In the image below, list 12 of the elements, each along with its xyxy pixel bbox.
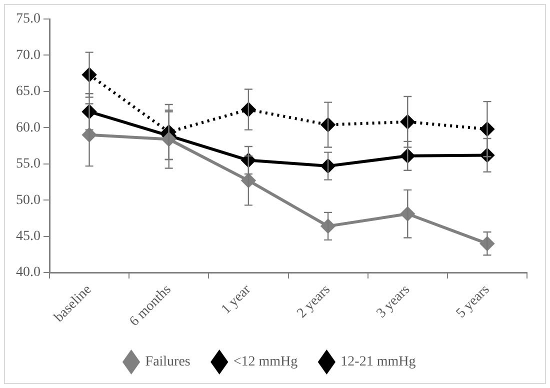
legend-label: Failures xyxy=(145,354,190,370)
x-tick-label: 1 year xyxy=(218,282,254,318)
y-tick-label: 70.0 xyxy=(16,48,40,63)
y-tick-label: 40.0 xyxy=(16,265,40,280)
y-tick-label: 50.0 xyxy=(16,192,40,208)
y-tick-label: 55.0 xyxy=(16,156,40,172)
legend-label: <12 mmHg xyxy=(233,354,298,370)
y-tick-label: 65.0 xyxy=(16,84,40,100)
y-tick-label: 75.0 xyxy=(16,12,40,27)
y-tick-label: 60.0 xyxy=(16,120,40,136)
legend-label: 12-21 mmHg xyxy=(340,354,416,370)
y-tick-label: 45.0 xyxy=(16,228,40,244)
